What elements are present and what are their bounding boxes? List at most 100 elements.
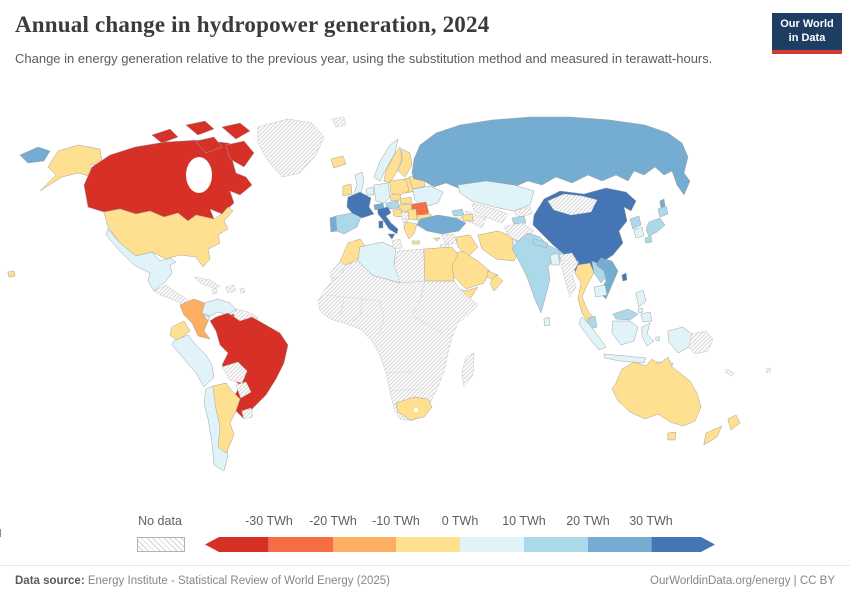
legend-segment-3[interactable] [396, 537, 460, 552]
country-uzbekistan[interactable] [471, 202, 509, 224]
country-germany[interactable] [373, 182, 391, 204]
country-spain[interactable] [335, 212, 362, 235]
country-tajikistan[interactable] [511, 215, 527, 225]
country-sub-saharan-africa[interactable] [317, 260, 479, 422]
country-turkey[interactable] [416, 214, 467, 235]
country-canada-arctic-1[interactable] [151, 128, 179, 144]
owid-logo[interactable]: Our World in Data [772, 13, 842, 54]
country-sweden[interactable] [383, 146, 403, 184]
country-egypt[interactable] [423, 246, 459, 282]
country-philippines[interactable] [635, 289, 653, 323]
country-west-papua[interactable] [667, 326, 693, 354]
legend-segment-0[interactable] [205, 537, 269, 552]
legend-no-data-swatch[interactable] [137, 537, 185, 552]
country-bangladesh[interactable] [549, 252, 561, 266]
legend-segment-4[interactable] [460, 537, 524, 552]
country-myanmar[interactable] [559, 252, 579, 298]
country-russia[interactable] [411, 116, 691, 196]
country-serbia[interactable] [407, 208, 418, 221]
country-oman[interactable] [489, 274, 504, 292]
country-cambodia[interactable] [593, 284, 608, 298]
country-venezuela[interactable] [201, 298, 237, 317]
page-title: Annual change in hydropower generation, … [15, 12, 490, 37]
country-bolivia[interactable] [221, 361, 248, 384]
country-kazakhstan[interactable] [457, 180, 535, 212]
country-greenland[interactable] [257, 118, 325, 178]
country-canada-arctic-3[interactable] [221, 122, 251, 140]
country-benelux[interactable] [365, 186, 375, 196]
country-libya[interactable] [393, 248, 426, 284]
country-italy[interactable] [377, 206, 399, 240]
country-greece[interactable] [403, 221, 421, 245]
country-canada-arctic-2[interactable] [185, 120, 215, 136]
country-ukraine[interactable] [412, 185, 444, 208]
country-thailand[interactable] [574, 262, 595, 326]
country-ecuador[interactable] [169, 320, 191, 342]
country-north-korea[interactable] [629, 215, 642, 230]
country-svalbard[interactable] [331, 116, 347, 128]
country-iraq[interactable] [455, 234, 479, 258]
legend-segment-6[interactable] [587, 537, 652, 552]
country-norway[interactable] [373, 138, 399, 182]
country-papua-new-guinea[interactable] [688, 330, 714, 355]
africa-internal-borders [325, 280, 443, 392]
country-syria[interactable] [441, 233, 458, 246]
legend-color-bar[interactable] [205, 537, 715, 552]
country-canada-baffin[interactable] [225, 140, 255, 168]
country-caribbean-islands[interactable] [211, 287, 246, 295]
country-croatia[interactable] [392, 208, 403, 218]
footer-license[interactable]: CC BY [799, 575, 835, 587]
country-hispaniola[interactable] [225, 284, 237, 294]
footer-data-source-label: Data source: [15, 575, 85, 587]
country-paraguay[interactable] [235, 381, 252, 399]
country-sri-lanka[interactable] [543, 316, 551, 327]
country-united-states[interactable] [103, 206, 234, 268]
country-argentina[interactable] [212, 382, 241, 454]
country-finland[interactable] [397, 148, 413, 178]
country-cuba[interactable] [193, 276, 221, 290]
country-ireland[interactable] [342, 183, 353, 197]
country-colombia[interactable] [179, 298, 211, 340]
legend-segment-5[interactable] [523, 537, 588, 552]
country-slovakia[interactable] [399, 196, 413, 205]
hudson-bay [186, 157, 212, 193]
country-austria[interactable] [385, 200, 400, 210]
country-canada-arctic-4[interactable] [195, 136, 223, 154]
country-new-caledonia[interactable] [724, 368, 735, 377]
country-fiji[interactable] [765, 367, 772, 374]
country-tunisia[interactable] [391, 238, 403, 250]
legend-segment-2[interactable] [332, 537, 397, 552]
footer: Data source: Energy Institute - Statisti… [0, 565, 850, 601]
footer-link[interactable]: OurWorldinData.org/energy [650, 575, 791, 587]
country-iceland[interactable] [330, 155, 347, 169]
legend-segment-1[interactable] [268, 537, 333, 552]
legend-tick-label: -30 TWh [245, 514, 293, 528]
country-mexico[interactable] [105, 228, 177, 292]
country-kyrgyzstan[interactable] [513, 206, 533, 218]
legend-tick-label: -20 TWh [309, 514, 357, 528]
country-japan[interactable] [644, 205, 669, 244]
legend-tick-label: 0 TWh [441, 514, 479, 528]
country-peru[interactable] [171, 334, 215, 388]
footer-credits: OurWorldinData.org/energy | CC BY [650, 575, 835, 587]
country-cyprus[interactable] [433, 237, 441, 242]
legend-segment-7[interactable] [651, 537, 715, 552]
country-mongolia[interactable] [547, 193, 598, 216]
country-hawaii-us[interactable] [7, 270, 16, 278]
country-south-africa[interactable] [395, 396, 433, 421]
country-uruguay[interactable] [241, 407, 254, 420]
country-russia-chukotka-wrap[interactable] [19, 146, 51, 164]
country-taiwan[interactable] [621, 272, 628, 282]
country-azerbaijan[interactable] [461, 213, 474, 222]
country-south-korea[interactable] [633, 226, 645, 239]
country-poland[interactable] [389, 178, 410, 196]
country-bosnia[interactable] [400, 211, 410, 221]
country-france[interactable] [346, 191, 375, 219]
legend-tick-label: 10 TWh [502, 514, 546, 528]
country-madagascar[interactable] [461, 352, 475, 388]
country-western-sahara[interactable] [329, 261, 347, 282]
country-new-zealand[interactable] [703, 414, 741, 446]
country-australia[interactable] [611, 356, 702, 427]
country-tasmania[interactable] [667, 431, 677, 441]
country-nepal[interactable] [532, 238, 549, 249]
